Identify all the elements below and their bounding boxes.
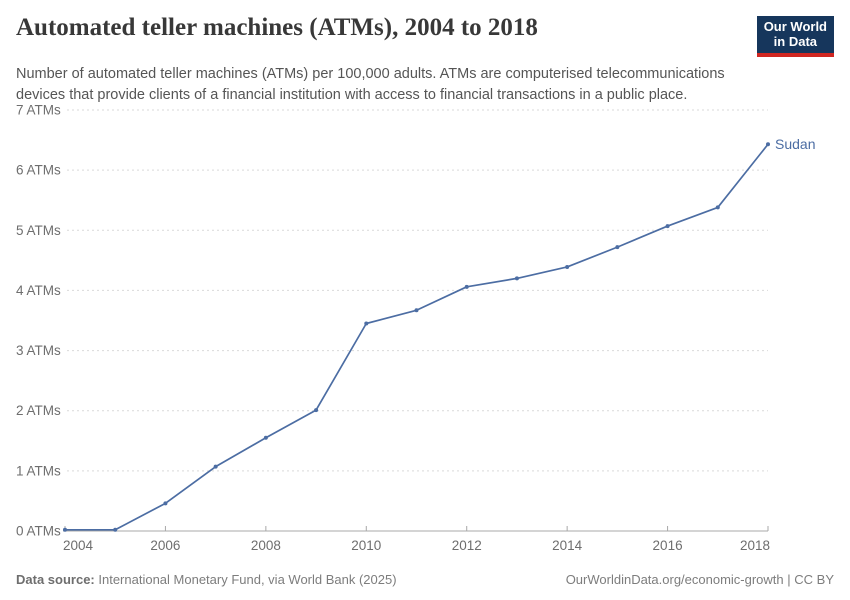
data-point-marker [615, 245, 620, 250]
chart-header: Automated teller machines (ATMs), 2004 t… [0, 0, 850, 103]
x-axis-tick-label: 2012 [452, 538, 482, 553]
x-axis-tick-label: 2010 [351, 538, 381, 553]
data-point-marker [213, 464, 218, 469]
x-axis-tick-label: 2018 [740, 538, 770, 553]
data-point-marker [63, 527, 67, 532]
series-line-sudan [64, 143, 769, 531]
x-axis-tick-label: 2006 [150, 538, 180, 553]
data-point-marker [464, 284, 469, 289]
data-source-text: International Monetary Fund, via World B… [94, 572, 397, 587]
data-point-marker [514, 276, 519, 281]
x-axis-tick-label: 2008 [251, 538, 281, 553]
logo-text-line2: in Data [773, 33, 818, 49]
data-point-marker [364, 321, 369, 326]
y-axis-tick-label: 5 ATMs [16, 223, 61, 238]
license-text: CC BY [794, 572, 834, 587]
owid-logo[interactable]: Our World in Data [756, 16, 834, 57]
series-end-label: Sudan [775, 136, 815, 152]
logo-text-line1: Our World [763, 19, 827, 34]
data-point-marker [263, 435, 268, 440]
y-axis-tick-label: 3 ATMs [16, 343, 61, 358]
data-point-marker [414, 308, 419, 313]
data-point-marker [565, 264, 570, 269]
y-axis-tick-label: 0 ATMs [16, 524, 61, 539]
y-axis-tick-label: 7 ATMs [16, 103, 61, 118]
footer-license: OurWorldinData.org/economic-growth | CC … [566, 572, 834, 587]
data-point-marker [766, 142, 770, 147]
data-source: Data source: International Monetary Fund… [16, 572, 397, 587]
x-axis-tick-label: 2014 [552, 538, 583, 553]
data-point-marker [113, 527, 118, 532]
footer-separator: | [783, 572, 795, 587]
title-row: Automated teller machines (ATMs), 2004 t… [16, 13, 834, 57]
data-point-marker [163, 501, 168, 506]
y-axis-tick-label: 1 ATMs [16, 463, 61, 478]
chart-subtitle: Number of automated teller machines (ATM… [16, 65, 725, 103]
x-axis-tick-label: 2016 [653, 538, 683, 553]
data-source-label: Data source: [16, 572, 95, 587]
data-point-marker [665, 224, 670, 229]
owid-url-link[interactable]: OurWorldinData.org/economic-growth [565, 572, 784, 587]
y-axis-tick-label: 4 ATMs [16, 283, 61, 298]
chart-area: 0 ATMs 1 ATMs 2 ATMs 3 ATMs 4 ATMs 5 ATMs 6 AT… [0, 100, 850, 570]
chart-footer: Data source: International Monetary Fund… [16, 572, 834, 587]
data-point-marker [715, 205, 720, 210]
data-point-marker [314, 408, 319, 413]
y-axis-tick-label: 2 ATMs [16, 403, 61, 418]
line-chart: 0 ATMs 1 ATMs 2 ATMs 3 ATMs 4 ATMs 5 ATMs 6 AT… [16, 103, 815, 554]
y-axis-tick-label: 6 ATMs [16, 163, 61, 178]
x-axis-tick-label: 2004 [63, 538, 94, 553]
page-title: Automated teller machines (ATMs), 2004 t… [16, 14, 538, 41]
